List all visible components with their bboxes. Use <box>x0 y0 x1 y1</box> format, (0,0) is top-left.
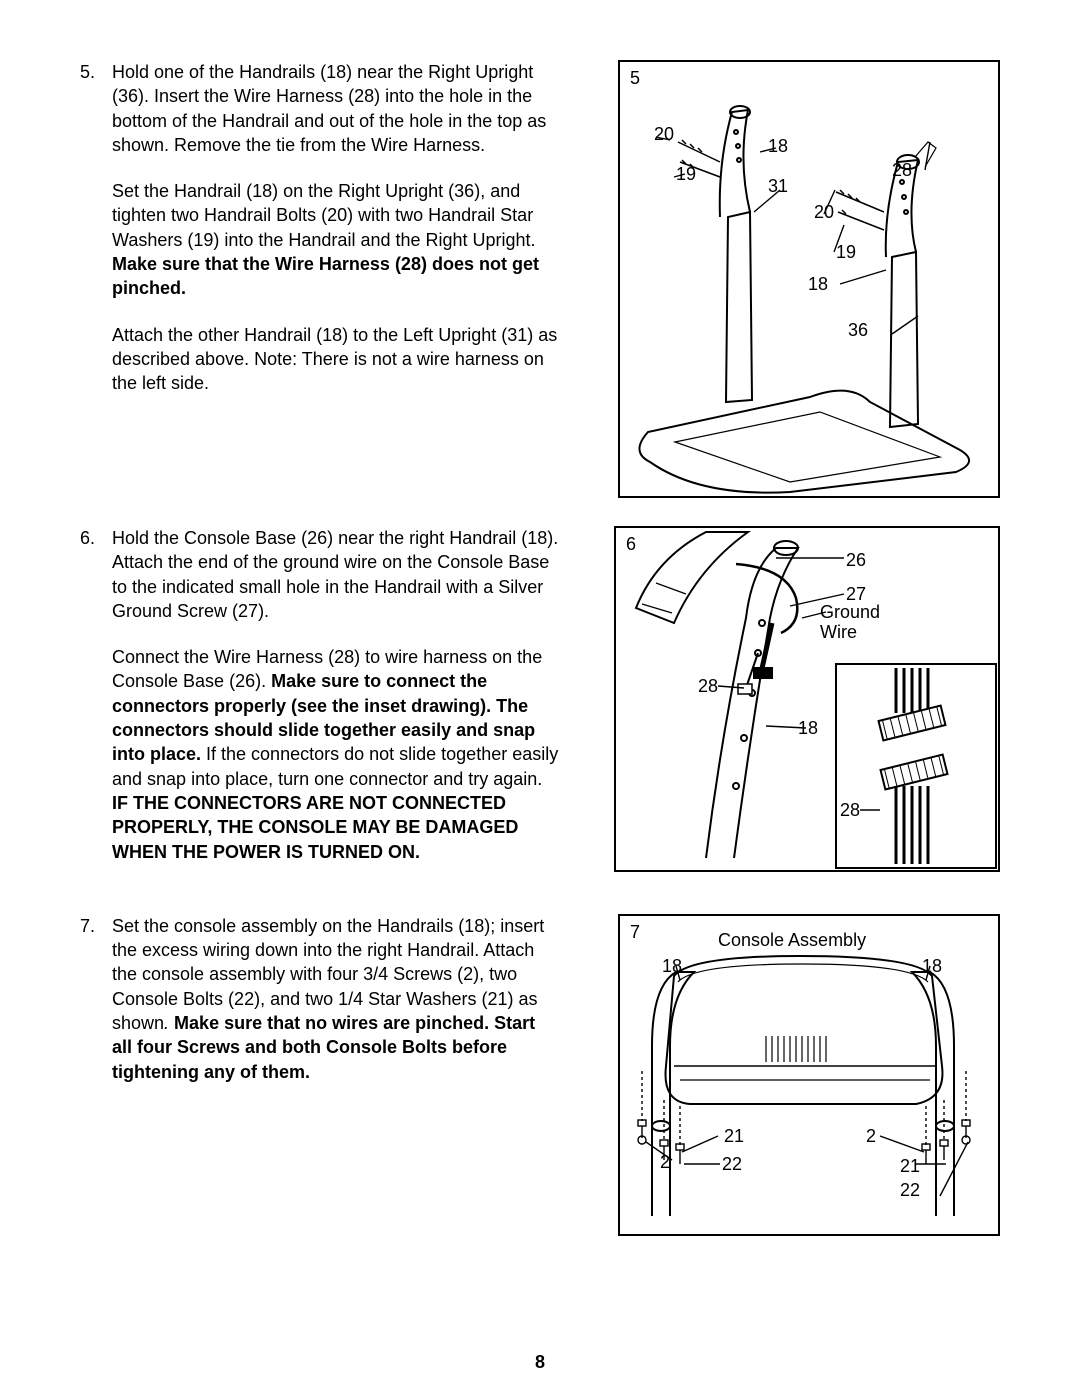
step6-number: 6. <box>80 526 98 886</box>
page-number: 8 <box>0 1352 1080 1373</box>
fig6-lbl-gw1: Ground <box>820 602 880 623</box>
fig5-lbl-18b: 18 <box>808 274 828 295</box>
fig7-lbl-21a: 21 <box>724 1126 744 1147</box>
fig7-lbl-22b: 22 <box>900 1180 920 1201</box>
section-7: 7. Set the console assembly on the Handr… <box>80 914 1000 1236</box>
fig6-number: 6 <box>626 534 636 555</box>
step7-text: 7. Set the console assembly on the Handr… <box>80 914 560 1106</box>
fig5-number: 5 <box>630 68 640 89</box>
fig5-lbl-28: 28 <box>892 160 912 181</box>
figure5-column: 5 <box>580 60 1000 498</box>
step6-p2d: IF THE CONNECTORS ARE NOT CONNECTED PROP… <box>112 793 518 862</box>
fig6-svg <box>616 528 1002 874</box>
fig5-lbl-19b: 19 <box>836 242 856 263</box>
section-6: 6. Hold the Console Base (26) near the r… <box>80 526 1000 886</box>
fig5-lbl-20a: 20 <box>654 124 674 145</box>
fig6-lbl-gw2: Wire <box>820 622 857 643</box>
page-container: 5. Hold one of the Handrails (18) near t… <box>0 0 1080 1397</box>
fig5-lbl-20b: 20 <box>814 202 834 223</box>
figure-7: 7 <box>618 914 1000 1236</box>
fig6-lbl-28b: 28 <box>840 800 860 821</box>
fig5-lbl-31: 31 <box>768 176 788 197</box>
step5-para2-bold: Make sure that the Wire Harness (28) doe… <box>112 254 539 298</box>
step5-number: 5. <box>80 60 98 418</box>
step5-para3: Attach the other Handrail (18) to the Le… <box>112 323 560 396</box>
step5-text: 5. Hold one of the Handrails (18) near t… <box>80 60 560 418</box>
figure6-column: 6 <box>580 526 1000 872</box>
step7-p1c: Make sure that no wires are pinched. Sta… <box>112 1013 535 1082</box>
fig7-lbl-2b: 2 <box>866 1126 876 1147</box>
figure7-column: 7 <box>580 914 1000 1236</box>
step7-p1b: . <box>164 1013 174 1033</box>
step6-text: 6. Hold the Console Base (26) near the r… <box>80 526 560 886</box>
fig5-lbl-18a: 18 <box>768 136 788 157</box>
fig7-lbl-21b: 21 <box>900 1156 920 1177</box>
step6-para1: Hold the Console Base (26) near the righ… <box>112 526 560 623</box>
step7-number: 7. <box>80 914 98 1106</box>
step5-para2a: Set the Handrail (18) on the Right Uprig… <box>112 181 536 250</box>
fig7-lbl-18b: 18 <box>922 956 942 977</box>
figure-5: 5 <box>618 60 1000 498</box>
section-5: 5. Hold one of the Handrails (18) near t… <box>80 60 1000 498</box>
fig7-lbl-2a: 2 <box>660 1152 670 1173</box>
fig6-lbl-28a: 28 <box>698 676 718 697</box>
fig6-lbl-26: 26 <box>846 550 866 571</box>
fig5-lbl-36: 36 <box>848 320 868 341</box>
fig6-lbl-18: 18 <box>798 718 818 739</box>
step5-para1: Hold one of the Handrails (18) near the … <box>112 60 560 157</box>
fig7-lbl-22a: 22 <box>722 1154 742 1175</box>
figure-6: 6 <box>614 526 1000 872</box>
fig7-lbl-18a: 18 <box>662 956 682 977</box>
fig7-lbl-ca: Console Assembly <box>718 930 866 951</box>
fig5-lbl-19a: 19 <box>676 164 696 185</box>
fig7-number: 7 <box>630 922 640 943</box>
